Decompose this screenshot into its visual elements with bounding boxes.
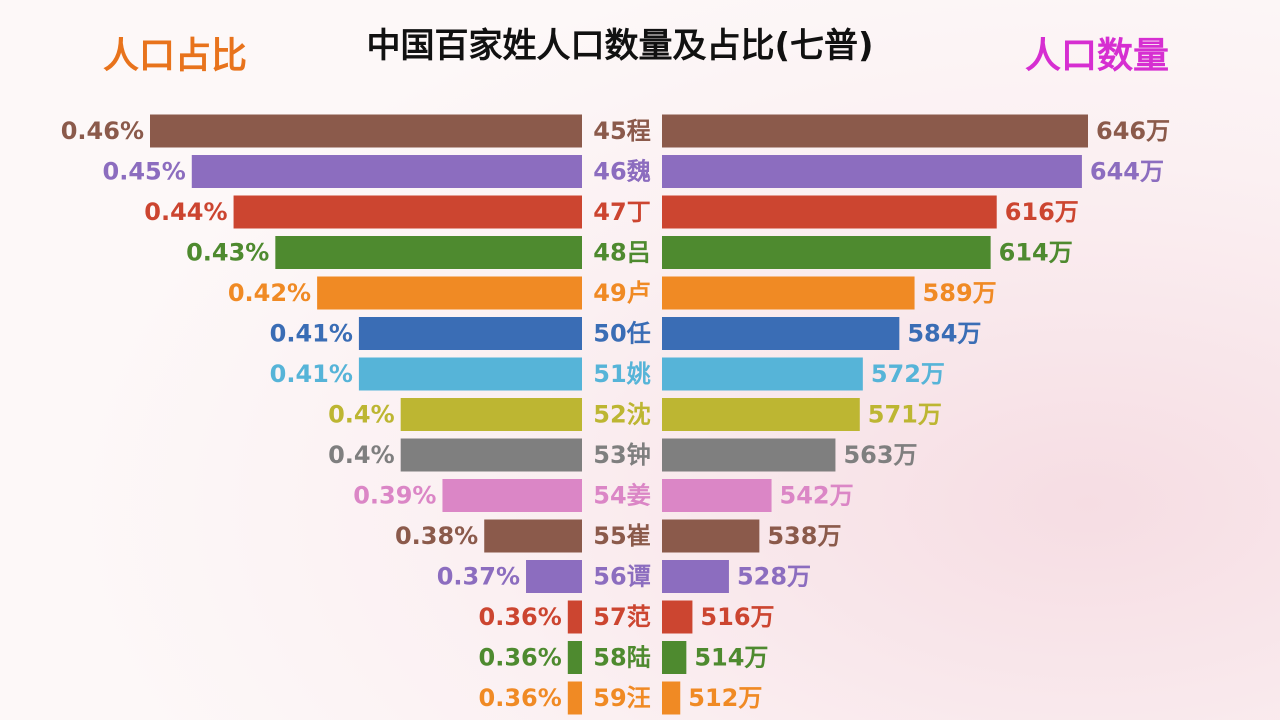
left-value-label: 0.41% <box>270 360 353 388</box>
right-bar <box>662 357 863 391</box>
right-bar <box>662 681 681 715</box>
category-label: 50任 <box>593 320 650 348</box>
left-value-label: 0.46% <box>61 117 144 145</box>
left-bar <box>526 560 582 593</box>
right-value-label: 516万 <box>700 603 774 631</box>
right-value-label: 538万 <box>767 522 841 550</box>
left-value-label: 0.42% <box>228 279 311 307</box>
left-bar <box>317 276 582 310</box>
right-value-label: 571万 <box>868 401 942 429</box>
right-bar <box>662 276 915 310</box>
right-value-label: 614万 <box>999 239 1073 267</box>
left-bar <box>275 236 582 269</box>
right-heading: 人口数量 <box>1025 36 1169 77</box>
left-bar <box>484 519 582 553</box>
right-value-label: 644万 <box>1090 158 1164 186</box>
left-value-label: 0.36% <box>479 603 562 631</box>
left-value-label: 0.41% <box>270 320 353 348</box>
left-bar <box>150 114 582 148</box>
right-bar <box>662 438 836 472</box>
left-bar <box>567 681 582 715</box>
left-bar <box>400 438 582 472</box>
left-bar <box>442 479 582 512</box>
right-bar <box>662 641 687 674</box>
right-bar <box>662 155 1082 188</box>
left-value-label: 0.4% <box>328 401 395 429</box>
left-value-label: 0.36% <box>479 684 562 712</box>
category-label: 53钟 <box>593 441 650 469</box>
left-value-label: 0.4% <box>328 441 395 469</box>
category-label: 57范 <box>593 603 650 631</box>
right-bar <box>662 519 760 553</box>
left-value-label: 0.44% <box>144 198 227 226</box>
right-value-label: 563万 <box>843 441 917 469</box>
category-label: 49卢 <box>593 279 650 307</box>
left-bar <box>400 398 582 431</box>
category-label: 51姚 <box>593 360 650 388</box>
left-value-label: 0.45% <box>103 158 186 186</box>
category-label: 56谭 <box>593 563 650 591</box>
category-label: 58陆 <box>593 644 650 672</box>
left-bar <box>358 357 582 391</box>
category-label: 55崔 <box>593 522 650 550</box>
left-value-label: 0.39% <box>353 482 436 510</box>
right-value-label: 616万 <box>1005 198 1079 226</box>
right-value-label: 589万 <box>923 279 997 307</box>
left-value-label: 0.36% <box>479 644 562 672</box>
right-bar <box>662 398 860 431</box>
left-value-label: 0.43% <box>186 239 269 267</box>
right-value-label: 514万 <box>694 644 768 672</box>
right-value-label: 512万 <box>688 684 762 712</box>
category-label: 52沈 <box>593 401 650 429</box>
left-heading: 人口占比 <box>103 36 247 77</box>
left-value-label: 0.38% <box>395 522 478 550</box>
category-label: 59汪 <box>593 684 650 712</box>
left-bar <box>233 195 582 229</box>
right-value-label: 646万 <box>1096 117 1170 145</box>
left-bar <box>567 641 582 674</box>
category-label: 47丁 <box>593 198 650 226</box>
category-label: 54姜 <box>593 482 650 510</box>
right-bar <box>662 317 900 350</box>
right-bar <box>662 479 772 512</box>
right-value-label: 584万 <box>907 320 981 348</box>
left-bar <box>191 155 583 188</box>
right-value-label: 572万 <box>871 360 945 388</box>
right-bar <box>662 600 693 634</box>
right-bar <box>662 560 729 593</box>
right-value-label: 528万 <box>737 563 811 591</box>
category-label: 45程 <box>593 117 650 145</box>
left-bar <box>358 317 582 350</box>
category-label: 46魏 <box>593 158 650 186</box>
left-bar <box>567 600 582 634</box>
category-label: 48吕 <box>593 239 650 267</box>
right-value-label: 542万 <box>780 482 854 510</box>
right-bar <box>662 195 997 229</box>
right-bar <box>662 236 991 269</box>
left-value-label: 0.37% <box>437 563 520 591</box>
right-bar <box>662 114 1088 148</box>
chart-title: 中国百家姓人口数量及占比(七普) <box>366 26 873 66</box>
